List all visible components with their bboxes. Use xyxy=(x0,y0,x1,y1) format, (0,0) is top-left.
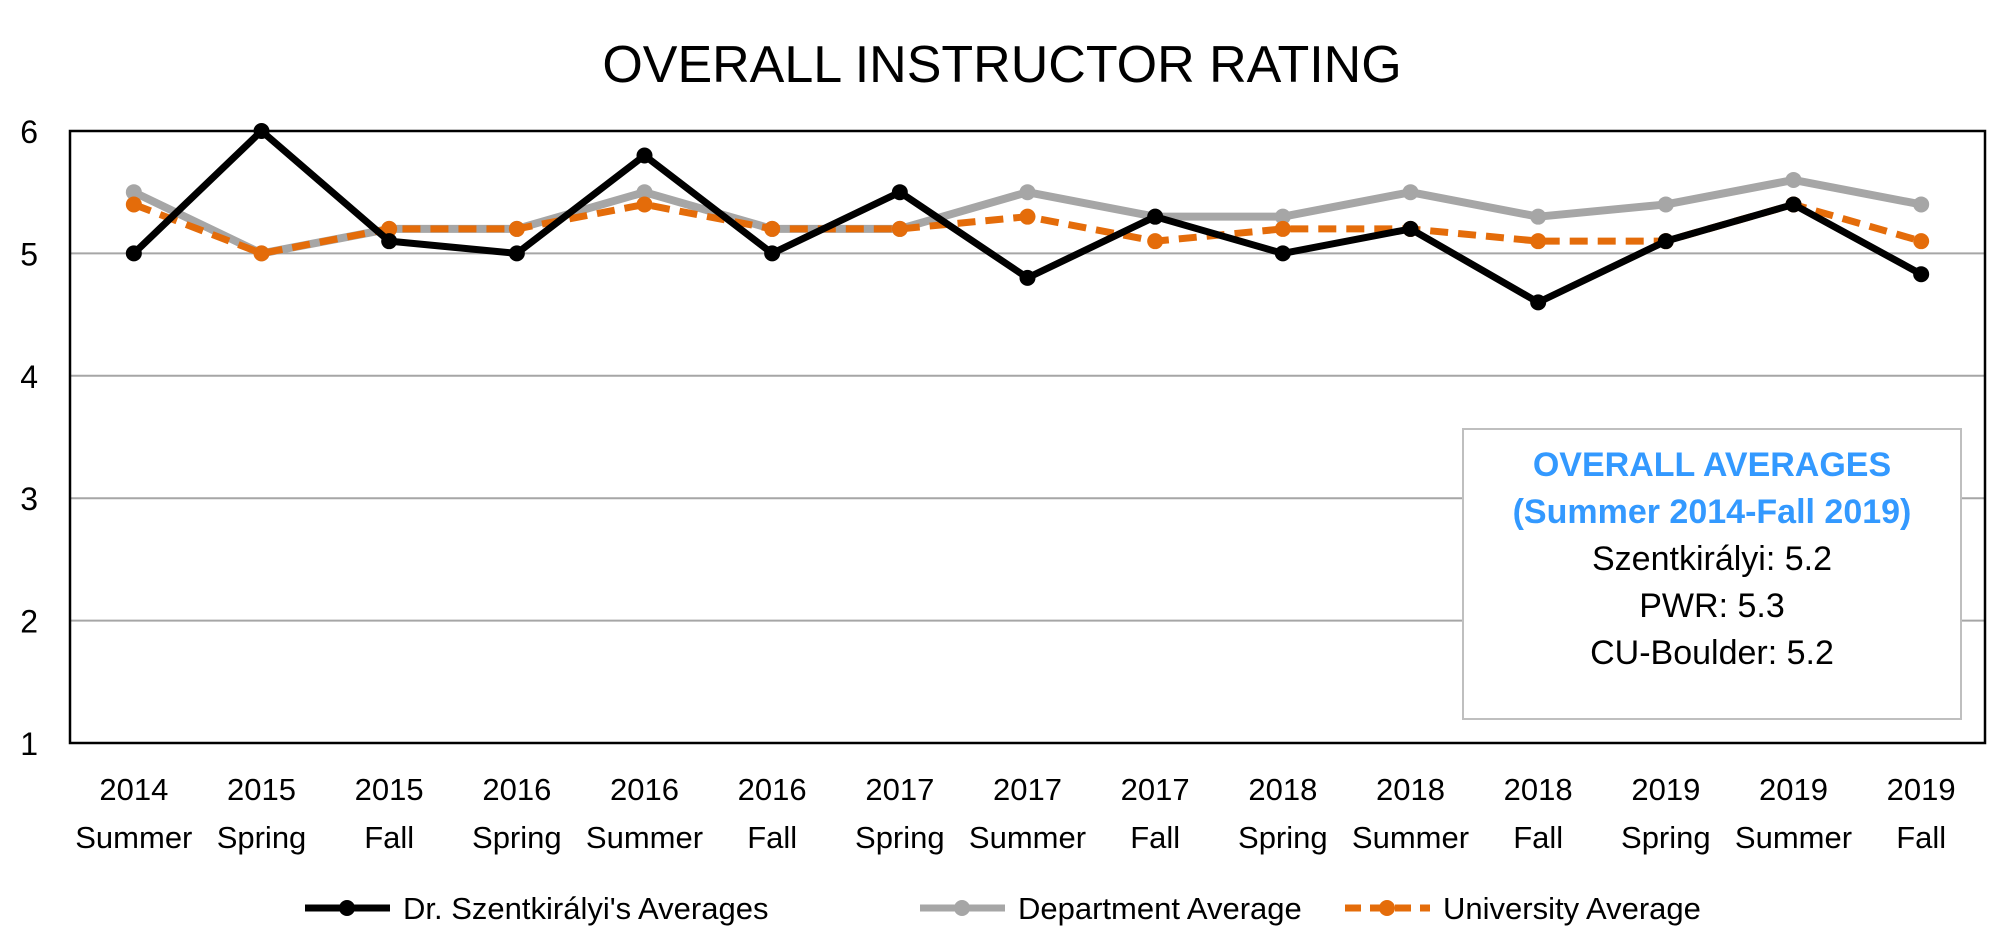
x-tick-label-term: Summer xyxy=(1735,820,1852,855)
data-point xyxy=(1019,269,1036,286)
x-tick-label-term: Spring xyxy=(1238,820,1328,855)
data-point xyxy=(508,220,525,237)
data-point xyxy=(1913,233,1930,250)
plot-area-border xyxy=(68,129,1987,745)
x-tick-label-year: 2016 xyxy=(482,772,551,807)
legend-label: University Average xyxy=(1443,891,1701,926)
data-point xyxy=(1913,196,1930,213)
legend-label: Department Average xyxy=(1018,891,1302,926)
data-point xyxy=(1147,233,1164,250)
data-point xyxy=(1019,184,1036,201)
y-tick-label: 1 xyxy=(20,726,38,762)
data-point xyxy=(381,233,398,250)
x-tick-label-term: Spring xyxy=(1621,820,1711,855)
series-0 xyxy=(125,123,1930,311)
x-tick-label-term: Spring xyxy=(217,820,307,855)
average-instructor: Szentkirályi: 5.2 xyxy=(1592,540,1832,578)
data-point xyxy=(125,184,142,201)
legend-marker xyxy=(1379,900,1395,916)
average-department: PWR: 5.3 xyxy=(1639,587,1785,625)
data-point xyxy=(891,220,908,237)
data-point xyxy=(1530,233,1547,250)
y-tick-label: 6 xyxy=(20,114,38,150)
y-tick-label: 3 xyxy=(20,481,38,517)
x-tick-label-year: 2014 xyxy=(99,772,168,807)
data-point xyxy=(1402,220,1419,237)
data-point xyxy=(253,245,270,262)
overall-averages-box: OVERALL AVERAGES (Summer 2014-Fall 2019)… xyxy=(1462,428,1962,720)
x-tick-label-year: 2015 xyxy=(355,772,424,807)
data-point xyxy=(1402,184,1419,201)
x-tick-label-term: Summer xyxy=(1352,820,1469,855)
x-tick-label-year: 2019 xyxy=(1887,772,1956,807)
data-point xyxy=(125,245,142,262)
x-tick-label-year: 2019 xyxy=(1631,772,1700,807)
data-point xyxy=(636,184,653,201)
data-point xyxy=(1147,208,1164,225)
x-tick-label-term: Summer xyxy=(969,820,1086,855)
y-tick-label: 4 xyxy=(20,359,38,395)
data-point xyxy=(1274,208,1291,225)
data-point xyxy=(1274,245,1291,262)
legend-marker xyxy=(339,900,355,916)
data-point xyxy=(636,147,653,164)
data-point xyxy=(1530,208,1547,225)
x-tick-label-year: 2016 xyxy=(610,772,679,807)
x-tick-label-term: Fall xyxy=(747,820,797,855)
data-point xyxy=(1657,196,1674,213)
x-tick-label-year: 2018 xyxy=(1504,772,1573,807)
x-tick-label-term: Summer xyxy=(586,820,703,855)
data-point xyxy=(253,123,270,139)
x-tick-label-term: Fall xyxy=(364,820,414,855)
data-point xyxy=(381,220,398,237)
data-point xyxy=(1657,233,1674,250)
y-tick-label: 5 xyxy=(20,236,38,272)
data-point xyxy=(508,245,525,262)
data-point xyxy=(1530,294,1547,311)
data-point xyxy=(1019,208,1036,225)
x-tick-label-term: Fall xyxy=(1896,820,1946,855)
data-point xyxy=(636,196,653,213)
chart-title: OVERALL INSTRUCTOR RATING xyxy=(602,36,1401,94)
x-tick-label-year: 2017 xyxy=(865,772,934,807)
data-point xyxy=(1274,220,1291,237)
legend-marker xyxy=(954,900,970,916)
x-tick-label-term: Fall xyxy=(1130,820,1180,855)
data-point xyxy=(764,245,781,262)
averages-title: OVERALL AVERAGES xyxy=(1532,446,1892,484)
x-tick-label-term: Fall xyxy=(1513,820,1563,855)
x-tick-label-year: 2017 xyxy=(993,772,1062,807)
x-tick-label-term: Summer xyxy=(75,820,192,855)
data-point xyxy=(1785,196,1802,213)
data-point xyxy=(1785,171,1802,188)
x-tick-label-year: 2019 xyxy=(1759,772,1828,807)
average-university: CU-Boulder: 5.2 xyxy=(1590,634,1834,672)
x-tick-label-year: 2018 xyxy=(1376,772,1445,807)
y-tick-label: 2 xyxy=(20,604,38,640)
x-tick-label-year: 2016 xyxy=(738,772,807,807)
data-point xyxy=(125,196,142,213)
x-tick-label-term: Spring xyxy=(855,820,945,855)
data-point xyxy=(764,220,781,237)
series-2 xyxy=(125,196,1930,262)
data-point xyxy=(891,184,908,201)
x-tick-label-year: 2018 xyxy=(1248,772,1317,807)
x-tick-label-term: Spring xyxy=(472,820,562,855)
data-point xyxy=(1913,266,1930,283)
averages-period: (Summer 2014-Fall 2019) xyxy=(1512,493,1912,531)
x-tick-label-year: 2017 xyxy=(1121,772,1190,807)
legend-label: Dr. Szentkirályi's Averages xyxy=(403,891,768,926)
x-tick-label-year: 2015 xyxy=(227,772,296,807)
